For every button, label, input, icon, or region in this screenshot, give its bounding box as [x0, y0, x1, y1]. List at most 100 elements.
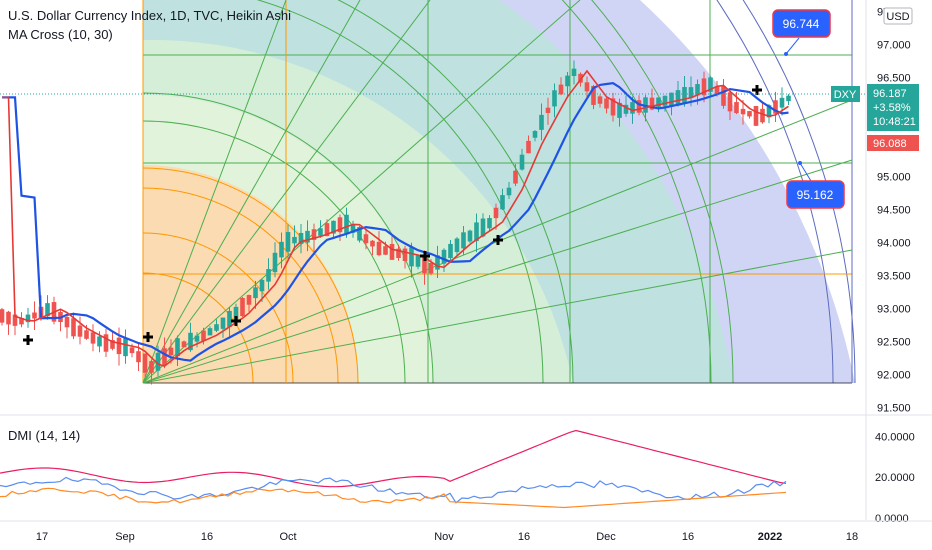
- candle-body: [766, 105, 772, 118]
- candle-body: [207, 328, 213, 336]
- callout-lower-label: 95.162: [797, 188, 834, 202]
- candle-body: [162, 348, 167, 366]
- candle-body: [688, 87, 694, 99]
- price-tick-label: 91.500: [877, 403, 911, 415]
- candle-body: [649, 97, 655, 110]
- ma-slow-line: [2, 82, 789, 362]
- candle-body: [298, 232, 304, 244]
- candle-body: [552, 90, 557, 107]
- candle-body: [773, 100, 778, 114]
- candle-body: [259, 279, 265, 292]
- candle-body: [669, 92, 674, 106]
- candle-body: [727, 92, 733, 112]
- candle-body: [565, 75, 570, 87]
- candle-body: [142, 353, 148, 373]
- candle-body: [188, 332, 193, 351]
- ma-cross-marker: [231, 316, 241, 326]
- candle-body: [155, 352, 161, 371]
- time-tick-label: Dec: [596, 531, 616, 543]
- price-tick-label: 92.500: [877, 337, 911, 349]
- candle-body: [779, 97, 785, 108]
- currency-button[interactable]: USD: [883, 7, 913, 25]
- candle-body: [454, 238, 460, 253]
- callout-upper-label: 96.744: [783, 17, 820, 31]
- candle-body: [409, 247, 414, 267]
- time-tick-label: Oct: [279, 531, 296, 543]
- candle-body: [461, 232, 466, 249]
- candle-body: [272, 252, 278, 273]
- ma-cross-marker: [420, 251, 430, 261]
- candle-body: [168, 347, 174, 356]
- candle-body: [448, 243, 453, 259]
- candle-body: [760, 108, 765, 123]
- price-tick-label: 97.000: [877, 40, 911, 52]
- candle-body: [584, 82, 590, 92]
- candle-body: [753, 106, 759, 126]
- candle-body: [474, 222, 479, 242]
- price-tick-label: 95.000: [877, 172, 911, 184]
- candle-body: [246, 295, 252, 305]
- candle-body: [331, 220, 336, 234]
- candle-body: [747, 111, 752, 117]
- candle-body: [25, 314, 31, 323]
- time-tick-label: Sep: [115, 531, 135, 543]
- candle-body: [214, 324, 219, 331]
- candles: [0, 60, 791, 385]
- candle-body: [636, 100, 642, 113]
- candle-body: [12, 314, 18, 326]
- candle-body: [149, 361, 154, 373]
- candle-body: [597, 96, 603, 104]
- dmi-indicator-label[interactable]: DMI (14, 14): [8, 428, 80, 443]
- gann-arc: [256, 0, 544, 384]
- candle-body: [682, 87, 687, 104]
- time-tick-label: 16: [201, 531, 213, 543]
- dmi-lines: [0, 429, 787, 509]
- ticker-label: DXY: [834, 89, 857, 101]
- candle-body: [396, 248, 401, 258]
- candle-body: [617, 102, 622, 118]
- price-tick-label: 96.500: [877, 73, 911, 85]
- price-tick-label: 94.500: [877, 205, 911, 217]
- gann-arc: [716, 0, 834, 384]
- time-tick-label: 17: [36, 531, 48, 543]
- callout-lower[interactable]: 95.162: [786, 161, 845, 209]
- candle-body: [19, 318, 24, 325]
- time-axis[interactable]: 17 Sep 16 Oct Nov 16 Dec 16 2022 18: [0, 520, 932, 543]
- candle-body: [266, 269, 271, 282]
- dmi-tick-label: 0.0000: [875, 513, 909, 525]
- callout-upper[interactable]: 96.744: [772, 9, 831, 56]
- chart-title: U.S. Dollar Currency Index, 1D, TVC, Hei…: [8, 8, 291, 23]
- candle-body: [662, 95, 668, 106]
- candle-body: [318, 228, 323, 236]
- time-tick-label: 16: [682, 531, 694, 543]
- candle-body: [467, 230, 473, 242]
- gann-arc: [142, 92, 434, 384]
- candle-body: [786, 95, 791, 102]
- candle-body: [402, 248, 408, 261]
- last-price: 96.187: [873, 88, 907, 100]
- candle-body: [545, 107, 551, 114]
- ma-indicator-label[interactable]: MA Cross (10, 30): [8, 27, 113, 42]
- ma-cross-marker: [143, 332, 153, 342]
- candle-body: [220, 317, 226, 329]
- candle-body: [376, 241, 382, 256]
- candle-body: [227, 310, 232, 327]
- ticker-badge[interactable]: DXY: [831, 86, 860, 102]
- candle-body: [656, 97, 661, 107]
- price-tick-label: 93.000: [877, 304, 911, 316]
- candle-body: [558, 84, 564, 95]
- candle-body: [415, 255, 421, 267]
- time-tick-label: 18: [846, 531, 858, 543]
- ma-cross-marker: [23, 335, 33, 345]
- gann-arc: [142, 232, 294, 384]
- candle-body: [253, 287, 258, 299]
- candle-body: [604, 98, 609, 109]
- candle-body: [0, 309, 5, 323]
- candle-body: [344, 214, 349, 234]
- dmi-tick-label: 20.0000: [875, 472, 915, 484]
- dmi-axis[interactable]: 40.0000 20.0000 0.0000: [875, 431, 915, 525]
- candle-body: [285, 232, 291, 252]
- candle-body: [45, 303, 50, 317]
- candle-body: [97, 336, 102, 347]
- candle-body: [357, 227, 362, 241]
